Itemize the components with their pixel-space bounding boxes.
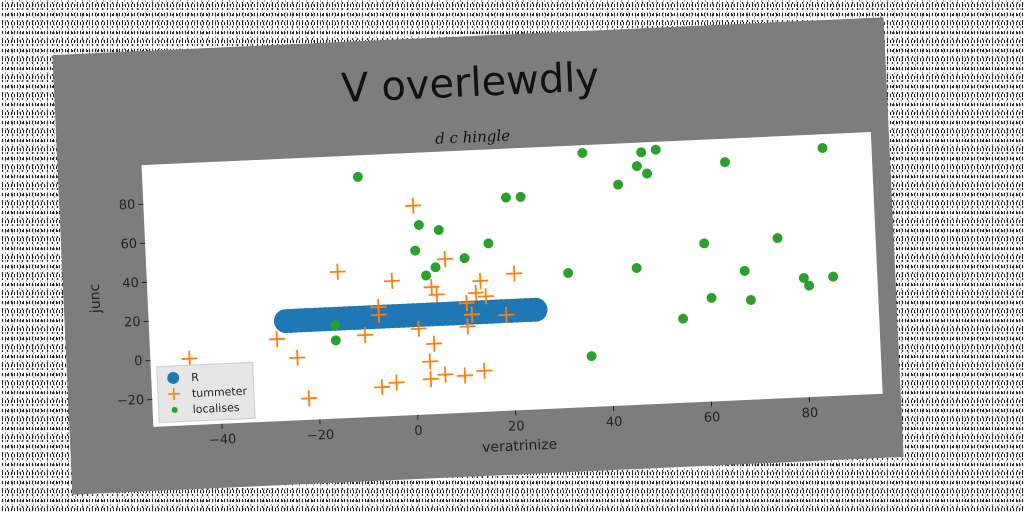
point-tummeter bbox=[410, 320, 427, 337]
data-marks bbox=[181, 142, 839, 407]
point-localises bbox=[613, 179, 624, 190]
legend-marker-localises bbox=[171, 406, 178, 413]
scatter-chart: V overlewdly d c hingle −40 −20 0 20 40 60 80 … bbox=[87, 54, 883, 456]
point-localises bbox=[817, 142, 828, 153]
point-tummeter bbox=[437, 366, 454, 383]
point-localises bbox=[804, 280, 815, 291]
x-tick-label: 20 bbox=[508, 419, 525, 435]
point-tummeter bbox=[459, 318, 476, 335]
point-localises bbox=[631, 161, 642, 172]
point-tummeter bbox=[383, 272, 401, 290]
point-localises bbox=[413, 219, 424, 230]
chart-figure: V overlewdly d c hingle −40 −20 0 20 40 60 80 … bbox=[52, 17, 904, 495]
point-localises bbox=[410, 245, 421, 256]
point-localises bbox=[459, 253, 470, 264]
legend-marker-r bbox=[167, 371, 180, 384]
point-localises bbox=[586, 351, 597, 362]
point-localises bbox=[798, 272, 809, 283]
point-r bbox=[523, 297, 548, 322]
point-localises bbox=[706, 292, 717, 303]
point-tummeter bbox=[422, 371, 439, 388]
y-axis-label: junc bbox=[87, 283, 104, 314]
y-tick-label: 80 bbox=[118, 198, 135, 214]
point-tummeter bbox=[329, 263, 346, 280]
point-localises bbox=[642, 168, 653, 179]
point-tummeter bbox=[357, 327, 374, 344]
point-localises bbox=[631, 262, 642, 273]
x-tick-label: 80 bbox=[801, 406, 818, 422]
chart-title: V overlewdly bbox=[340, 54, 600, 112]
y-tick-label: 60 bbox=[120, 237, 137, 253]
point-localises bbox=[563, 268, 574, 279]
y-tick-label: 40 bbox=[122, 276, 139, 292]
legend: R tummeter localises bbox=[156, 361, 256, 424]
legend-label-localises: localises bbox=[192, 401, 240, 416]
point-tummeter bbox=[458, 295, 475, 312]
point-tummeter bbox=[472, 272, 489, 289]
point-tummeter bbox=[436, 251, 453, 268]
point-localises bbox=[678, 313, 689, 324]
point-tummeter bbox=[506, 265, 523, 282]
y-tick-label: 20 bbox=[124, 315, 141, 331]
legend-label-tummeter: tummeter bbox=[192, 385, 248, 401]
point-localises bbox=[483, 238, 494, 249]
point-tummeter bbox=[374, 379, 391, 396]
point-localises bbox=[515, 191, 526, 202]
x-tick-label: 40 bbox=[606, 415, 623, 431]
point-localises bbox=[352, 171, 363, 182]
point-localises bbox=[745, 294, 756, 305]
point-tummeter bbox=[428, 286, 445, 303]
point-localises bbox=[636, 147, 647, 158]
point-localises bbox=[720, 157, 731, 168]
chart-subtitle: d c hingle bbox=[435, 126, 511, 147]
point-tummeter bbox=[477, 288, 494, 305]
point-tummeter bbox=[498, 306, 515, 324]
point-tummeter bbox=[456, 367, 474, 384]
point-localises bbox=[650, 144, 661, 155]
x-tick-label: 0 bbox=[414, 424, 423, 439]
point-localises bbox=[330, 335, 341, 346]
y-tick-label: −20 bbox=[116, 393, 144, 409]
point-localises bbox=[500, 192, 511, 203]
point-tummeter bbox=[388, 374, 405, 391]
point-localises bbox=[739, 265, 750, 276]
point-tummeter bbox=[405, 197, 422, 214]
point-localises bbox=[577, 147, 588, 158]
point-tummeter bbox=[467, 284, 484, 301]
point-localises bbox=[430, 262, 441, 273]
legend-marker-tummeter bbox=[167, 387, 180, 400]
point-tummeter bbox=[370, 306, 387, 323]
point-tummeter bbox=[421, 353, 439, 370]
x-axis-label: veratrinize bbox=[482, 437, 558, 456]
x-axis: −40 −20 0 20 40 60 80 bbox=[209, 397, 819, 448]
point-tummeter bbox=[289, 349, 306, 366]
point-localises bbox=[330, 319, 341, 330]
point-tummeter bbox=[301, 390, 318, 407]
x-tick-label: 60 bbox=[704, 410, 721, 426]
point-tummeter bbox=[181, 350, 198, 367]
legend-box bbox=[156, 361, 256, 424]
point-localises bbox=[421, 270, 432, 281]
point-localises bbox=[433, 224, 444, 235]
legend-label-r: R bbox=[191, 371, 200, 384]
point-localises bbox=[828, 271, 839, 282]
point-tummeter bbox=[476, 362, 493, 379]
y-axis: −20 0 20 40 60 80 bbox=[116, 198, 153, 409]
y-tick-label: 0 bbox=[134, 354, 143, 369]
point-tummeter bbox=[268, 331, 285, 348]
point-tummeter bbox=[463, 306, 481, 323]
x-tick-label: −40 bbox=[209, 432, 237, 448]
point-localises bbox=[772, 233, 783, 244]
x-tick-label: −20 bbox=[307, 428, 335, 444]
plot-area bbox=[141, 132, 883, 427]
point-tummeter bbox=[426, 335, 443, 352]
point-localises bbox=[699, 238, 710, 249]
